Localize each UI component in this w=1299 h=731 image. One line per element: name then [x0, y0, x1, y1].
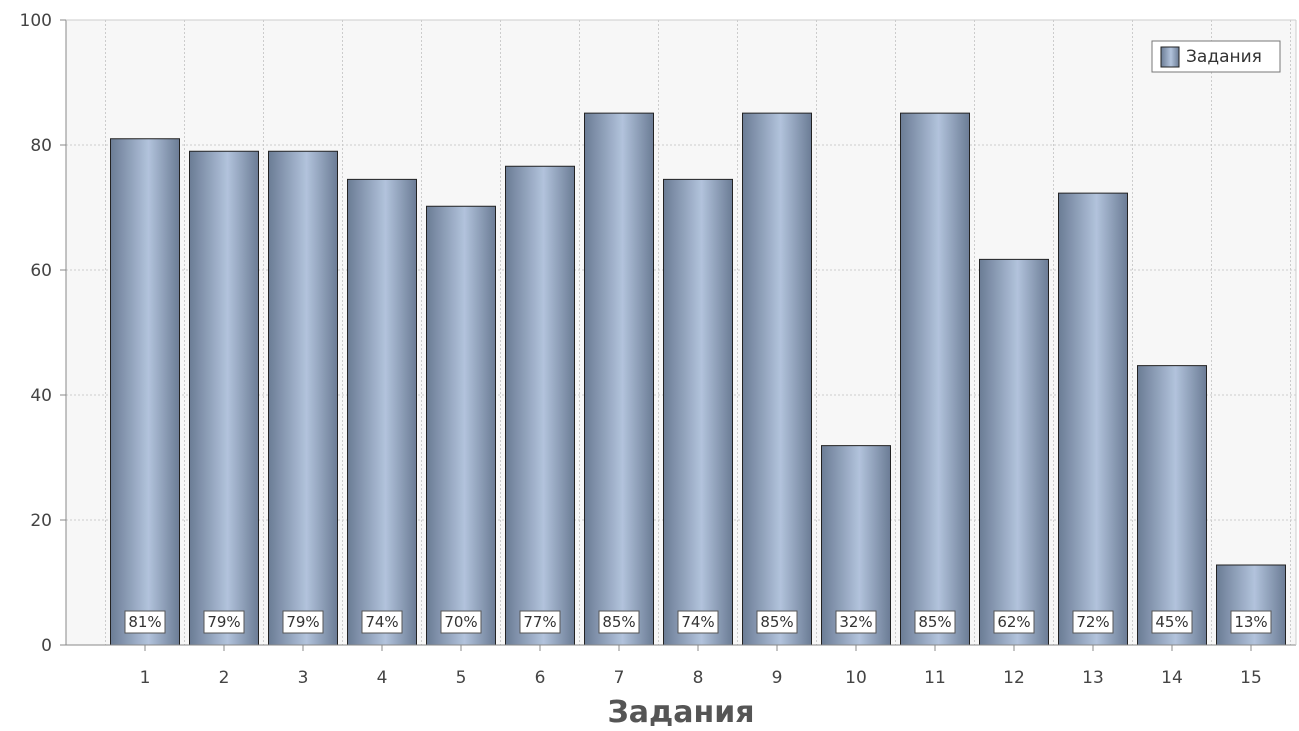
bar	[663, 178, 733, 646]
data-label: 74%	[365, 613, 398, 631]
data-label: 79%	[286, 613, 319, 631]
bars-layer: 81% 79% 79% 74% 70% 77% 85% 74% 85% 32% 85% 62% 72% 4…	[110, 112, 1286, 646]
data-label: 81%	[128, 613, 161, 631]
legend-label: Задания	[1186, 47, 1262, 67]
x-tick-label: 15	[1240, 668, 1262, 688]
data-label-box	[677, 610, 719, 634]
legend-swatch-icon	[1160, 46, 1180, 68]
data-label-box	[993, 610, 1035, 634]
y-tick-label: 20	[30, 511, 52, 531]
x-tick-label: 14	[1161, 668, 1183, 688]
bar	[584, 112, 654, 646]
y-tick-label: 80	[30, 136, 52, 156]
x-tick-label: 3	[298, 668, 309, 688]
data-label-box	[361, 610, 403, 634]
data-label: 74%	[681, 613, 714, 631]
data-label: 85%	[760, 613, 793, 631]
bar	[426, 205, 496, 646]
data-label: 32%	[839, 613, 872, 631]
data-label-box	[835, 610, 877, 634]
data-label: 85%	[918, 613, 951, 631]
x-tick-label: 7	[614, 668, 625, 688]
bar	[1137, 365, 1207, 646]
x-tick-label: 12	[1003, 668, 1025, 688]
x-tick-label: 8	[693, 668, 704, 688]
x-tick-label: 4	[377, 668, 388, 688]
x-axis-title: Задания	[607, 695, 754, 730]
x-tick-label: 9	[772, 668, 783, 688]
bar	[110, 138, 180, 646]
data-label: 72%	[1076, 613, 1109, 631]
x-tick-label: 13	[1082, 668, 1104, 688]
data-label: 77%	[523, 613, 556, 631]
data-label: 85%	[602, 613, 635, 631]
legend: Задания	[1151, 40, 1281, 73]
y-tick-label: 0	[41, 636, 52, 656]
bar	[347, 178, 417, 646]
data-label: 70%	[444, 613, 477, 631]
bar	[189, 150, 259, 646]
x-tick-label: 1	[140, 668, 151, 688]
x-tick-label: 6	[535, 668, 546, 688]
bar	[900, 112, 970, 646]
data-label-box	[203, 610, 245, 634]
bar	[742, 112, 812, 646]
data-label-box	[519, 610, 561, 634]
data-label-box	[1072, 610, 1114, 634]
y-tick-label: 100	[20, 11, 52, 31]
data-label-box	[1230, 610, 1272, 634]
x-tick-label: 5	[456, 668, 467, 688]
data-label-box	[756, 610, 798, 634]
data-label-box	[1151, 610, 1193, 634]
data-label-box	[124, 610, 166, 634]
data-label: 45%	[1155, 613, 1188, 631]
data-label: 13%	[1234, 613, 1267, 631]
data-label: 79%	[207, 613, 240, 631]
data-label-box	[598, 610, 640, 634]
data-label: 62%	[997, 613, 1030, 631]
bar	[505, 165, 575, 646]
bar	[1058, 192, 1128, 646]
y-tick-label: 40	[30, 386, 52, 406]
x-tick-label: 11	[924, 668, 946, 688]
data-label-box	[914, 610, 956, 634]
y-tick-label: 60	[30, 261, 52, 281]
bar	[268, 150, 338, 646]
data-label-box	[440, 610, 482, 634]
data-label-box	[282, 610, 324, 634]
x-tick-label: 2	[219, 668, 230, 688]
bar	[979, 258, 1049, 646]
x-tick-label: 10	[845, 668, 867, 688]
